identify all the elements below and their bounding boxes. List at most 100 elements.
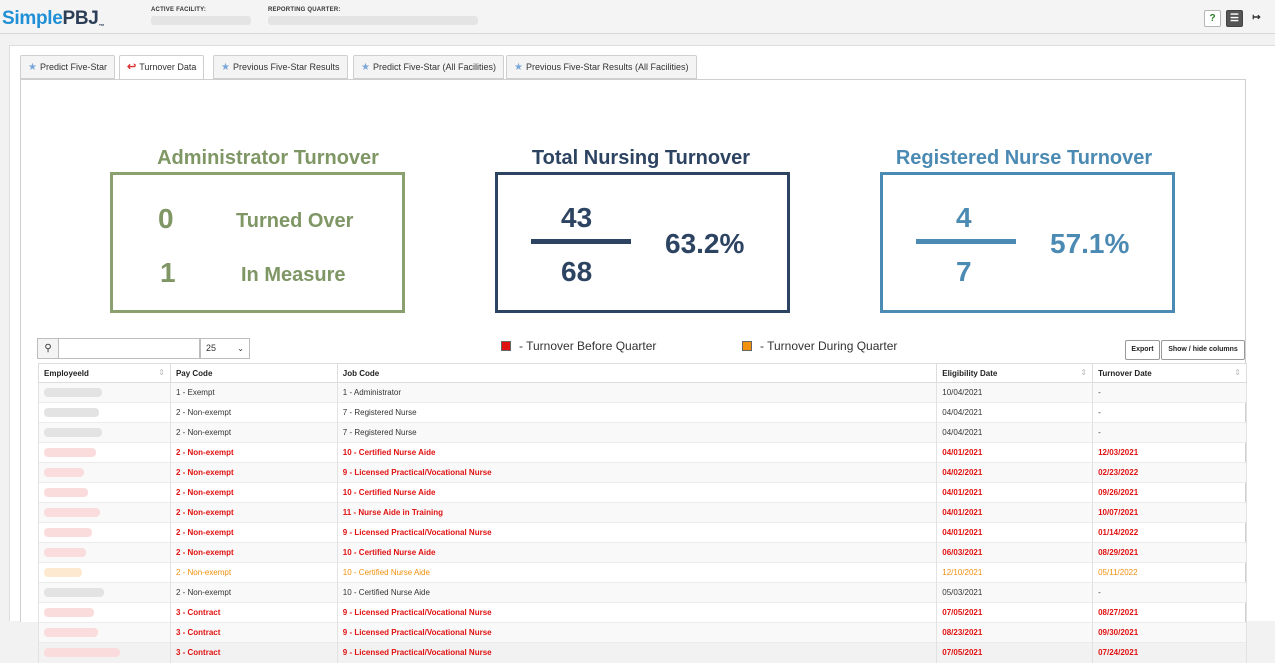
tab-predict-five-star[interactable]: ★ Predict Five-Star — [20, 55, 115, 79]
turnover-date-cell: 09/30/2021 — [1092, 622, 1247, 643]
turnover-date-cell: - — [1092, 382, 1247, 403]
job-code-cell: 7 - Registered Nurse — [336, 402, 938, 423]
table-row[interactable]: 1 - Exempt 1 - Administrator 10/04/2021- — [38, 382, 1247, 403]
tab-turnover-data[interactable]: ↩ Turnover Data — [119, 55, 205, 80]
logout-button[interactable]: ↦ — [1252, 12, 1261, 23]
table-header-row: EmployeeId ⇕ Pay Code Job Code Eligibilit… — [38, 363, 1247, 383]
employee-id-cell — [38, 422, 171, 443]
turnover-table: EmployeeId ⇕ Pay Code Job Code Eligibilit… — [38, 363, 1247, 663]
nursing-numerator: 43 — [561, 202, 593, 233]
app-logo[interactable]: SimplePBJ™ — [2, 8, 105, 30]
help-button[interactable]: ? — [1204, 10, 1221, 27]
legend-swatch-red — [501, 341, 511, 351]
tab-label: Previous Five-Star Results — [232, 62, 340, 72]
job-code-cell: 9 - Licensed Practical/Vocational Nurse — [336, 622, 938, 643]
export-button[interactable]: Export — [1125, 340, 1160, 360]
turnover-date-cell: 05/11/2022 — [1092, 562, 1247, 583]
show-hide-columns-button[interactable]: Show / hide columns — [1161, 340, 1245, 360]
table-row[interactable]: 2 - Non-exempt 9 - Licensed Practical/Voc… — [38, 462, 1247, 483]
logo-trademark: ™ — [98, 24, 105, 30]
active-facility-value[interactable] — [151, 16, 251, 25]
eligibility-date-cell: 05/03/2021 — [936, 582, 1094, 603]
job-code-cell: 10 - Certified Nurse Aide — [336, 582, 938, 603]
admin-in-measure-label: In Measure — [241, 264, 346, 286]
page-size-select[interactable]: 25 ⌄ — [200, 338, 250, 359]
eligibility-date-cell: 04/01/2021 — [936, 442, 1094, 463]
nursing-fraction-line — [531, 239, 631, 244]
column-header-job-code[interactable]: Job Code — [336, 363, 938, 383]
eligibility-date-cell: 04/01/2021 — [936, 522, 1094, 543]
tab-predict-five-star-all[interactable]: ★ Predict Five-Star (All Facilities) — [353, 55, 504, 79]
job-code-cell: 10 - Certified Nurse Aide — [336, 542, 938, 563]
turnover-date-cell: - — [1092, 402, 1247, 423]
reporting-quarter-value[interactable] — [268, 16, 478, 25]
employee-id-cell — [38, 502, 171, 523]
nursing-turnover-card: 43 68 63.2% — [495, 172, 790, 313]
legend-during-label: - Turnover During Quarter — [760, 339, 898, 353]
eligibility-date-cell: 08/23/2021 — [936, 622, 1094, 643]
column-header-turnover-date[interactable]: Turnover Date ⇕ — [1092, 363, 1247, 383]
table-row[interactable]: 2 - Non-exempt 7 - Registered Nurse 04/04/… — [38, 402, 1247, 423]
column-header-employee-id[interactable]: EmployeeId ⇕ — [38, 363, 171, 383]
turnover-date-cell: - — [1092, 422, 1247, 443]
table-row[interactable]: 2 - Non-exempt 11 - Nurse Aide in Trainin… — [38, 502, 1247, 523]
pay-code-cell: 2 - Non-exempt — [169, 402, 338, 423]
pay-code-cell: 2 - Non-exempt — [169, 522, 338, 543]
employee-id-cell — [38, 442, 171, 463]
sort-icon: ⇕ — [1234, 368, 1241, 377]
table-row[interactable]: 2 - Non-exempt 10 - Certified Nurse Aide 0… — [38, 582, 1247, 603]
eligibility-date-cell: 06/03/2021 — [936, 542, 1094, 563]
active-facility-label: ACTIVE FACILITY: — [151, 7, 207, 13]
main-content: ★ Predict Five-Star ↩ Turnover Data ★ Previ… — [9, 45, 1275, 663]
eligibility-date-cell: 04/04/2021 — [936, 422, 1094, 443]
rn-turnover-title: Registered Nurse Turnover — [895, 147, 1153, 169]
column-header-eligibility-date[interactable]: Eligibility Date ⇕ — [936, 363, 1094, 383]
employee-id-cell — [38, 382, 171, 403]
nursing-percent: 63.2% — [665, 228, 745, 259]
table-row[interactable]: 2 - Non-exempt 10 - Certified Nurse Aide 0… — [38, 482, 1247, 503]
column-header-pay-code[interactable]: Pay Code — [169, 363, 338, 383]
rn-denominator: 7 — [956, 256, 972, 287]
admin-turnover-card: 0 Turned Over 1 In Measure — [110, 172, 405, 313]
table-row[interactable]: 3 - Contract 9 - Licensed Practical/Vocat… — [38, 602, 1247, 623]
redacted-employee-id — [44, 528, 92, 538]
legend-before-label: - Turnover Before Quarter — [519, 339, 657, 353]
tab-previous-five-star-results-all[interactable]: ★ Previous Five-Star Results (All Facilit… — [506, 55, 697, 79]
turnover-date-cell: 02/23/2022 — [1092, 462, 1247, 483]
employee-id-cell — [38, 602, 171, 623]
redacted-employee-id — [44, 448, 96, 458]
employee-id-cell — [38, 522, 171, 543]
pay-code-cell: 2 - Non-exempt — [169, 562, 338, 583]
admin-turned-over-value: 0 — [158, 203, 174, 234]
turnover-date-cell: 12/03/2021 — [1092, 442, 1247, 463]
redacted-employee-id — [44, 588, 104, 598]
table-row[interactable]: 3 - Contract 9 - Licensed Practical/Vocat… — [38, 642, 1247, 663]
logo-pbj: PBJ — [62, 8, 99, 29]
table-row[interactable]: 2 - Non-exempt 7 - Registered Nurse 04/04/… — [38, 422, 1247, 443]
table-row[interactable]: 2 - Non-exempt 10 - Certified Nurse Aide 1… — [38, 562, 1247, 583]
page-size-value: 25 — [206, 343, 217, 353]
eligibility-date-cell: 07/05/2021 — [936, 642, 1094, 663]
pay-code-cell: 3 - Contract — [169, 622, 338, 643]
table-row[interactable]: 3 - Contract 9 - Licensed Practical/Vocat… — [38, 622, 1247, 643]
redacted-employee-id — [44, 488, 88, 498]
pay-code-cell: 2 - Non-exempt — [169, 582, 338, 603]
employee-id-cell — [38, 542, 171, 563]
table-row[interactable]: 2 - Non-exempt 10 - Certified Nurse Aide 0… — [38, 542, 1247, 563]
legend-turnover-before: - Turnover Before Quarter — [501, 339, 656, 353]
search-box: ⚲ — [37, 338, 200, 359]
table-row[interactable]: 2 - Non-exempt 9 - Licensed Practical/Voc… — [38, 522, 1247, 543]
column-label: Turnover Date — [1098, 368, 1152, 378]
tab-label: Previous Five-Star Results (All Faciliti… — [525, 62, 689, 72]
menu-button[interactable]: ☰ — [1226, 10, 1243, 27]
eligibility-date-cell: 07/05/2021 — [936, 602, 1094, 623]
search-icon[interactable]: ⚲ — [38, 339, 59, 358]
redacted-employee-id — [44, 468, 84, 478]
star-icon: ★ — [28, 62, 37, 73]
eligibility-date-cell: 04/01/2021 — [936, 482, 1094, 503]
pay-code-cell: 2 - Non-exempt — [169, 482, 338, 503]
sort-icon: ⇕ — [1080, 368, 1088, 377]
table-row[interactable]: 2 - Non-exempt 10 - Certified Nurse Aide 0… — [38, 442, 1247, 463]
search-input[interactable] — [60, 340, 198, 357]
tab-previous-five-star-results[interactable]: ★ Previous Five-Star Results — [213, 55, 348, 79]
